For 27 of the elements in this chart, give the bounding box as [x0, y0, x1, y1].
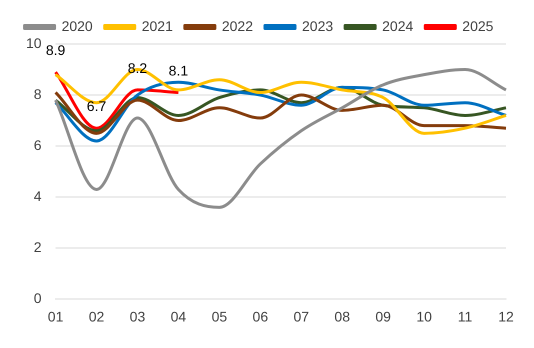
x-tick-label: 07 [293, 308, 310, 324]
x-tick-label: 11 [458, 308, 473, 324]
legend-label: 2020 [62, 18, 93, 34]
x-tick-label: 02 [88, 308, 105, 324]
x-tick-label: 03 [130, 308, 146, 324]
legend-label: 2022 [222, 18, 254, 34]
x-tick-label: 05 [212, 308, 228, 324]
y-tick-label: 0 [34, 290, 42, 306]
data-label: 8.1 [168, 62, 188, 78]
x-tick-label: 08 [334, 308, 350, 324]
y-tick-label: 8 [34, 86, 42, 102]
data-label: 8.9 [46, 42, 66, 58]
y-tick-label: 10 [26, 34, 42, 51]
x-tick-label: 10 [416, 308, 432, 324]
x-tick-label: 04 [170, 308, 186, 324]
data-label: 6.7 [86, 98, 106, 114]
legend-label: 2024 [382, 18, 414, 34]
legend-label: 2023 [302, 18, 334, 34]
x-tick-label: 09 [375, 308, 392, 324]
y-tick-label: 4 [34, 188, 42, 204]
legend-label: 2025 [462, 18, 494, 34]
legend-label: 2021 [142, 18, 174, 34]
y-tick-label: 2 [34, 239, 42, 256]
x-tick-label: 06 [252, 308, 268, 324]
y-tick-label: 6 [34, 136, 42, 153]
x-tick-label: 01 [48, 308, 64, 324]
x-tick-label: 12 [498, 308, 514, 324]
